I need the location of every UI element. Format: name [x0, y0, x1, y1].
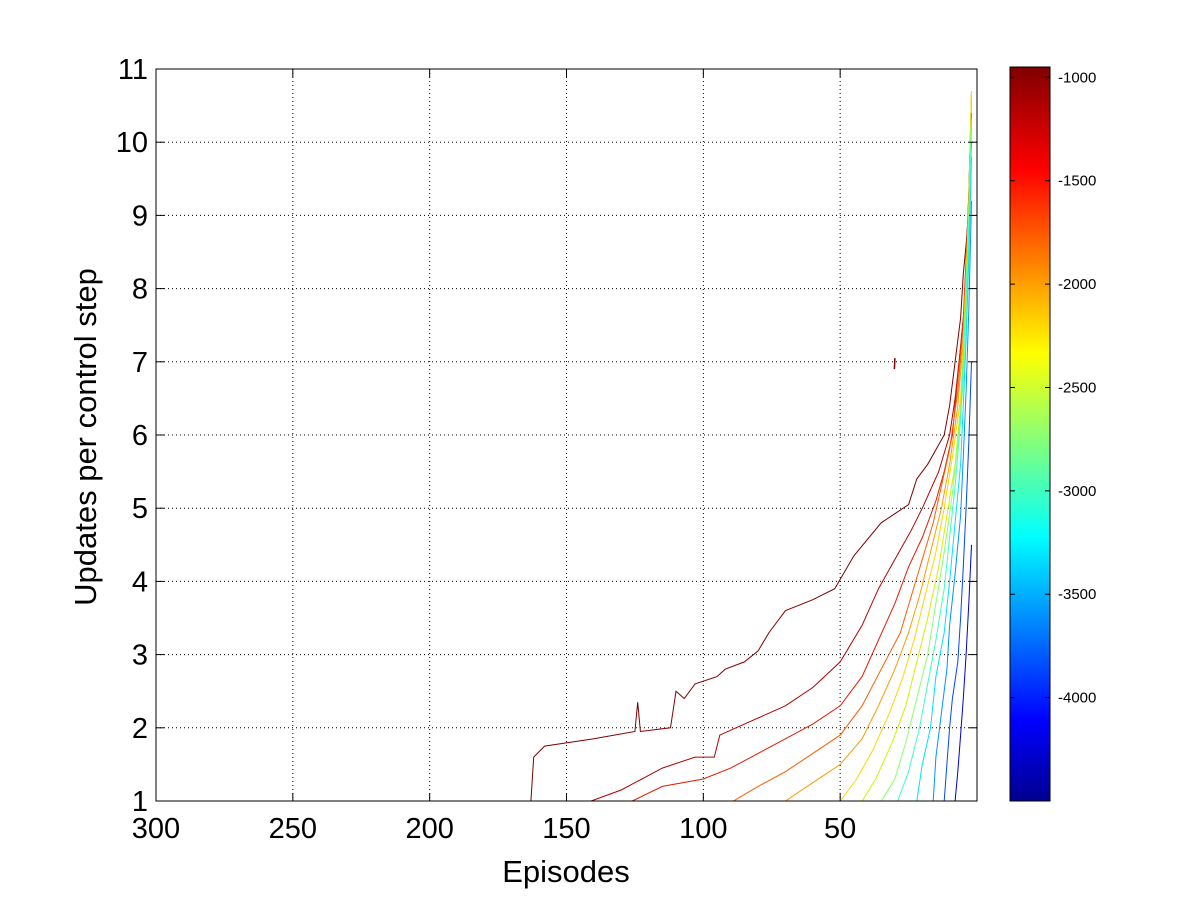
y-tick-label: 3	[132, 640, 148, 672]
grid	[155, 68, 977, 802]
x-tick-label: 50	[824, 813, 856, 845]
colorbar-tick-label: -3500	[1058, 586, 1096, 603]
contour-line-4000	[954, 544, 972, 801]
y-tick-label: 2	[132, 713, 148, 745]
contour-line-2500	[861, 90, 972, 801]
contour-line-3500	[932, 200, 972, 801]
colorbar-tick-label: -1500	[1058, 173, 1096, 190]
colorbar-ticks: -1000 -1500 -2000 -2500 -3000 -3500 -4000	[1010, 69, 1096, 707]
colorbar-tick-label: -1000	[1058, 69, 1096, 86]
contour-line-3750	[943, 361, 972, 801]
contour-line-1750	[733, 90, 972, 801]
y-tick-label: 1	[132, 786, 148, 818]
plot-area	[156, 69, 977, 801]
x-tick-label: 250	[269, 813, 317, 845]
y-tick-label: 6	[132, 420, 148, 452]
contour-island	[893, 358, 896, 370]
colorbar-tick-label: -2000	[1058, 276, 1096, 293]
y-tick-label: 11	[118, 54, 148, 86]
x-tick-label: 150	[542, 813, 590, 845]
colorbar-tick-label: -2500	[1058, 379, 1096, 396]
x-tick-label: 200	[405, 813, 453, 845]
y-tick-label: 7	[132, 347, 148, 379]
y-axis-label: Updates per control step	[68, 268, 103, 606]
x-tick-label: 300	[132, 813, 180, 845]
y-tick-label: 4	[132, 566, 148, 598]
contour-line-1500	[631, 98, 972, 801]
x-axis-label: Episodes	[502, 854, 630, 889]
y-tick-label: 5	[132, 493, 148, 525]
axis-ticks	[155, 68, 977, 802]
contour-line-2750	[880, 127, 972, 801]
y-tick-label: 9	[132, 200, 148, 232]
contour-lines	[530, 90, 972, 801]
colorbar-tick-label: -4000	[1058, 690, 1096, 707]
y-tick-label: 8	[132, 274, 148, 306]
colorbar-tick-label: -3000	[1058, 483, 1096, 500]
contour-line-1000	[530, 142, 972, 801]
contour-line-3000	[897, 120, 972, 801]
contour-line-3250	[916, 156, 972, 801]
x-tick-label: 100	[679, 813, 727, 845]
colorbar	[1009, 66, 1051, 802]
y-tick-label: 10	[116, 127, 148, 159]
tick-labels: 300 250 200 150 100 50 1 2 3 4 5 6 7 8 9 10 11	[116, 54, 857, 845]
